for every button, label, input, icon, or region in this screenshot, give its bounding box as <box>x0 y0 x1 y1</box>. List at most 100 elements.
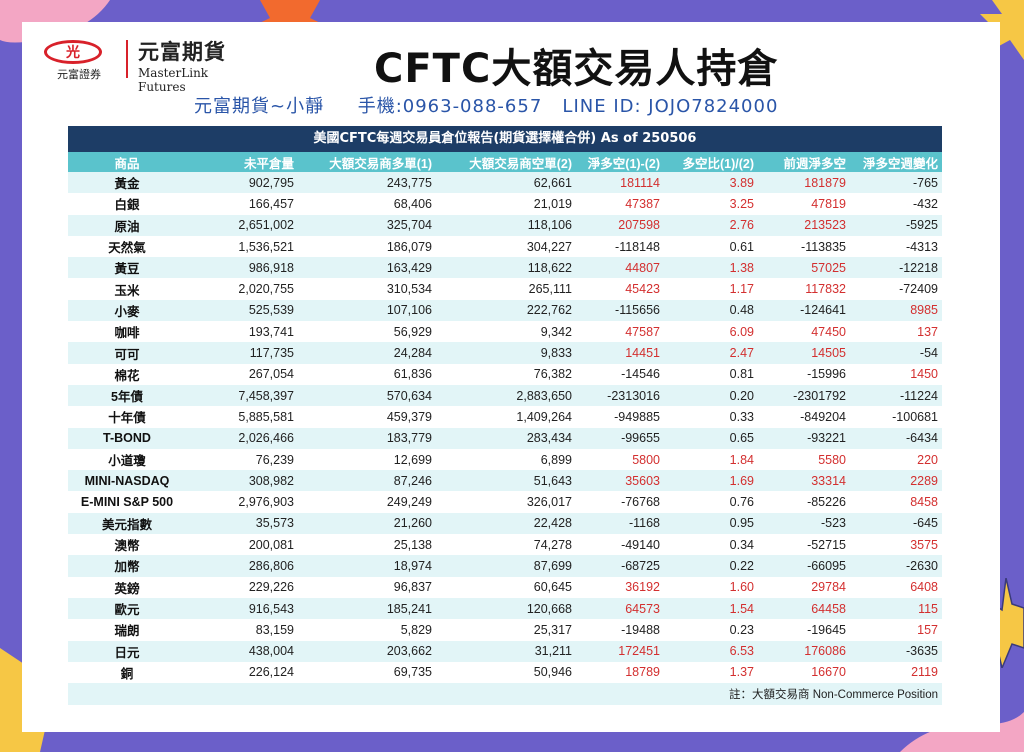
col-header-ratio: 多空比(1)/(2) <box>664 152 758 172</box>
cell-short: 22,428 <box>436 512 576 535</box>
pink-blob-bottom-right <box>900 712 1024 752</box>
cell-commodity: E-MINI S&P 500 <box>68 491 186 513</box>
cell-commodity: 白銀 <box>68 193 186 215</box>
cell-net-change: 3575 <box>850 534 942 556</box>
cell-ratio: 1.69 <box>664 470 758 492</box>
cell-commodity: 英鎊 <box>68 576 186 598</box>
positions-table: 商品 未平倉量 大額交易商多單(1) 大額交易商空單(2) 淨多空(1)-(2)… <box>68 152 942 706</box>
col-header-short: 大額交易商空單(2) <box>436 152 576 172</box>
cell-long: 183,779 <box>298 427 436 449</box>
cell-ratio: 3.25 <box>664 193 758 215</box>
cell-short: 25,317 <box>436 619 576 641</box>
cell-long: 61,836 <box>298 363 436 385</box>
cell-short: 326,017 <box>436 491 576 513</box>
cell-open-interest: 166,457 <box>186 193 298 215</box>
cell-net-change: -2630 <box>850 555 942 577</box>
cell-open-interest: 35,573 <box>186 512 298 535</box>
cell-prev-net: 181879 <box>758 172 850 194</box>
cell-prev-net: 29784 <box>758 576 850 598</box>
cell-open-interest: 200,081 <box>186 534 298 556</box>
cell-short: 60,645 <box>436 576 576 598</box>
cell-short: 50,946 <box>436 661 576 684</box>
cell-net-change: -6434 <box>850 427 942 449</box>
cell-net-change: -12218 <box>850 257 942 279</box>
cell-long: 243,775 <box>298 172 436 194</box>
cell-commodity: MINI-NASDAQ <box>68 470 186 492</box>
cell-open-interest: 226,124 <box>186 661 298 684</box>
cell-prev-net: 14505 <box>758 342 850 364</box>
cell-net-change: -4313 <box>850 235 942 258</box>
cell-open-interest: 308,982 <box>186 470 298 492</box>
col-header-long: 大額交易商多單(1) <box>298 152 436 172</box>
cell-commodity: 原油 <box>68 214 186 236</box>
logo-chinese-name: 元富期貨 <box>138 40 226 64</box>
table-row: 加幣 286,806 18,974 87,699 -68725 0.22 -66095 -26… <box>68 555 942 577</box>
table-row: 白銀 166,457 68,406 21,019 47387 3.25 47819 -432 <box>68 193 942 215</box>
table-body: 黃金 902,795 243,775 62,661 181114 3.89 181879 -7… <box>68 172 942 706</box>
cell-net-change: -5925 <box>850 214 942 236</box>
cell-long: 12,699 <box>298 448 436 471</box>
cell-long: 325,704 <box>298 214 436 236</box>
cell-net-change: 2119 <box>850 661 942 684</box>
cell-long: 87,246 <box>298 470 436 492</box>
cell-prev-net: 176086 <box>758 640 850 662</box>
cell-commodity: 天然氣 <box>68 235 186 258</box>
cell-short: 76,382 <box>436 363 576 385</box>
cell-commodity: 黃豆 <box>68 257 186 279</box>
cell-commodity: 黃金 <box>68 172 186 194</box>
cell-long: 203,662 <box>298 640 436 662</box>
cell-net-change: -3635 <box>850 640 942 662</box>
col-header-net: 淨多空(1)-(2) <box>576 152 664 172</box>
cell-net: -2313016 <box>576 384 664 407</box>
table-row: 可可 117,735 24,284 9,833 14451 2.47 14505 -54 <box>68 342 942 364</box>
cell-net: 181114 <box>576 172 664 194</box>
cell-open-interest: 286,806 <box>186 555 298 577</box>
masterlink-logo: 光 元富證券 元富期貨 MasterLink Futures <box>44 38 254 94</box>
cell-long: 24,284 <box>298 342 436 364</box>
table-row: 十年債 5,885,581 459,379 1,409,264 -949885 0.33-… <box>68 406 942 428</box>
cell-ratio: 1.54 <box>664 597 758 620</box>
cell-long: 107,106 <box>298 299 436 322</box>
cell-prev-net: -124641 <box>758 299 850 322</box>
cell-short: 304,227 <box>436 235 576 258</box>
cell-ratio: 0.48 <box>664 299 758 322</box>
cell-net-change: 137 <box>850 321 942 343</box>
table-row: 日元 438,004 203,662 31,211 172451 6.53 176086 -3… <box>68 640 942 662</box>
cell-prev-net: 57025 <box>758 257 850 279</box>
table-row: 5年債 7,458,397 570,634 2,883,650 -2313016 0.20… <box>68 384 942 407</box>
cell-net: 18789 <box>576 661 664 684</box>
cell-open-interest: 438,004 <box>186 640 298 662</box>
cell-short: 31,211 <box>436 640 576 662</box>
table-row: 玉米 2,020,755 310,534 265,111 45423 1.17 117832… <box>68 278 942 300</box>
cell-ratio: 0.23 <box>664 619 758 641</box>
page-title: CFTC大額交易人持倉 <box>374 46 779 92</box>
cell-prev-net: -66095 <box>758 555 850 577</box>
table-row: 銅 226,124 69,735 50,946 18789 1.37 16670 2119 <box>68 661 942 684</box>
cell-long: 68,406 <box>298 193 436 215</box>
cell-prev-net: -93221 <box>758 427 850 449</box>
cell-long: 21,260 <box>298 512 436 535</box>
col-header-net-change: 淨多空週變化 <box>850 152 942 172</box>
cell-ratio: 2.76 <box>664 214 758 236</box>
cell-net: -99655 <box>576 427 664 449</box>
cell-long: 186,079 <box>298 235 436 258</box>
cell-prev-net: -2301792 <box>758 384 850 407</box>
cell-open-interest: 902,795 <box>186 172 298 194</box>
cell-open-interest: 83,159 <box>186 619 298 641</box>
cell-commodity: 5年債 <box>68 384 186 407</box>
cell-short: 1,409,264 <box>436 406 576 428</box>
cell-prev-net: 33314 <box>758 470 850 492</box>
cell-open-interest: 2,651,002 <box>186 214 298 236</box>
cell-ratio: 0.22 <box>664 555 758 577</box>
cell-long: 18,974 <box>298 555 436 577</box>
content-card: 光 元富證券 元富期貨 MasterLink Futures CFTC大額交易人… <box>22 22 1000 732</box>
cell-ratio: 1.84 <box>664 448 758 471</box>
cell-short: 120,668 <box>436 597 576 620</box>
cell-net-change: 8985 <box>850 299 942 322</box>
cell-net-change: 1450 <box>850 363 942 385</box>
cell-net-change: -432 <box>850 193 942 215</box>
cell-commodity: 棉花 <box>68 363 186 385</box>
cell-net: 36192 <box>576 576 664 598</box>
table-header-row: 商品 未平倉量 大額交易商多單(1) 大額交易商空單(2) 淨多空(1)-(2)… <box>68 152 942 172</box>
cell-net-change: 8458 <box>850 491 942 513</box>
